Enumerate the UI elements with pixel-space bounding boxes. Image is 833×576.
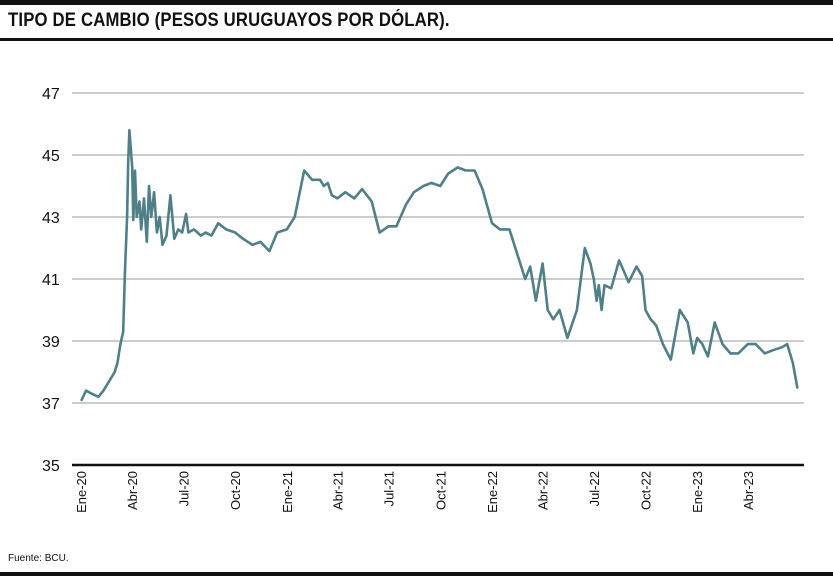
line-chart: 35 37 39 41 43 45 47 Ene-20 Abr-20 Jul-20 Oct-20 En…: [42, 86, 804, 513]
x-tick-label: Ene-23: [690, 471, 705, 513]
top-border: [0, 0, 833, 5]
x-tick-label: Abr-21: [330, 471, 345, 510]
chart-title: TIPO DE CAMBIO (PESOS URUGUAYOS POR DÓLA…: [8, 10, 450, 31]
title-rule: [0, 38, 833, 41]
y-tick-label: 39: [42, 334, 60, 351]
y-tick-label: 37: [42, 396, 60, 413]
x-tick-label: Ene-22: [485, 471, 500, 513]
y-tick-label: 45: [42, 148, 60, 165]
x-tick-label: Jul-21: [382, 471, 397, 506]
x-tick-label: Abr-20: [125, 471, 140, 510]
x-tick-label: Abr-23: [741, 471, 756, 510]
x-tick-label: Jul-20: [176, 471, 191, 506]
x-tick-label: Oct-21: [433, 471, 448, 510]
x-tick-label: Oct-22: [639, 471, 654, 510]
x-tick-label: Abr-22: [536, 471, 551, 510]
bottom-border: [0, 572, 833, 576]
x-tick-label: Jul-22: [587, 471, 602, 506]
source-note: Fuente: BCU.: [8, 553, 69, 564]
series-line: [80, 128, 799, 402]
x-tick-label: Ene-20: [74, 471, 89, 513]
y-tick-label: 43: [42, 210, 60, 227]
x-tick-label: Oct-20: [228, 471, 243, 510]
y-tick-label: 35: [42, 458, 60, 475]
y-tick-label: 41: [42, 272, 60, 289]
x-tick-label: Ene-21: [280, 471, 295, 513]
y-tick-label: 47: [42, 86, 60, 103]
